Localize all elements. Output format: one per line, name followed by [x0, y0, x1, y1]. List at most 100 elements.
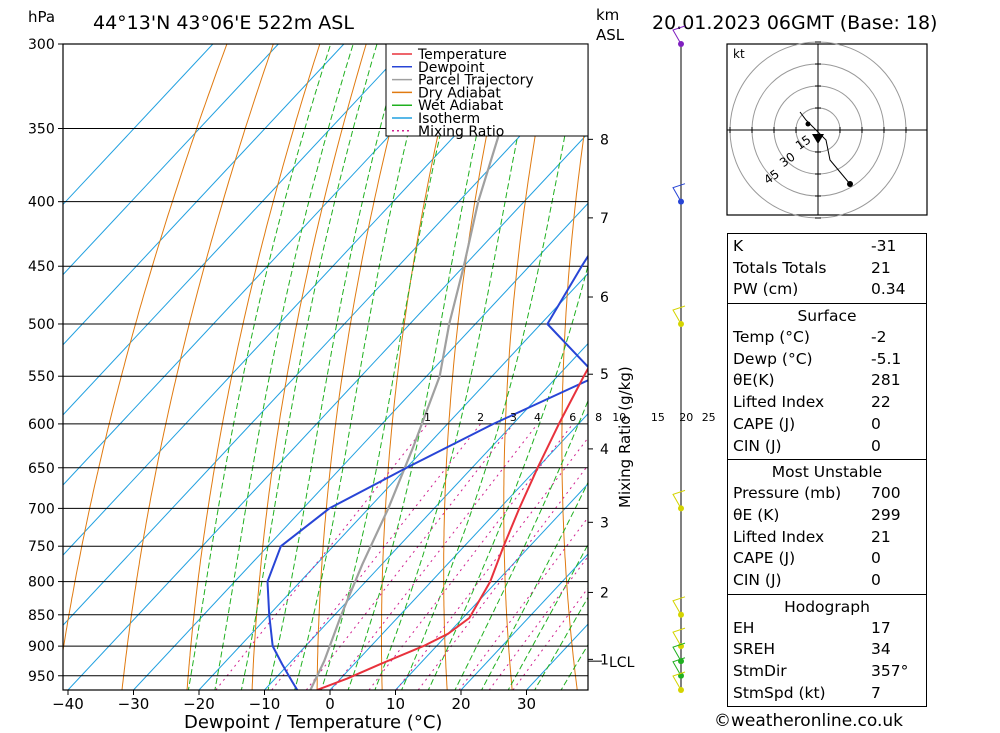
- wind-barb: [672, 642, 686, 662]
- stat-label: K: [733, 237, 744, 255]
- mixing-ratio-label: 8: [595, 411, 602, 424]
- stat-value: -31: [871, 237, 897, 255]
- height-unit-label: km: [596, 6, 619, 24]
- height-tick-label: 5: [600, 367, 609, 383]
- isotherm-line: [329, 413, 588, 690]
- stat-value: 7: [871, 683, 881, 702]
- height-unit-label-2: ASL: [596, 26, 625, 44]
- dry-adiabat-line: [561, 104, 588, 690]
- wind-barb: [672, 305, 686, 325]
- isotherm-line: [63, 44, 410, 416]
- temperature-tick-label: 20: [451, 695, 470, 713]
- wind-barb: [672, 627, 686, 647]
- temperature-tick-label: 30: [517, 695, 536, 713]
- stat-value: -2: [871, 328, 887, 347]
- stat-row: Lifted Index 22: [728, 392, 926, 414]
- most-unstable-box: Most Unstable Pressure (mb) 700 θE (K) 299 L…: [727, 459, 927, 595]
- isotherm-line: [67, 132, 588, 690]
- hodograph-point: [805, 121, 811, 127]
- stat-row: Dewp (°C) -5.1: [728, 349, 926, 371]
- stat-row: Totals Totals 21: [728, 258, 926, 280]
- dry-adiabat-line: [63, 44, 228, 654]
- isotherm-line: [460, 553, 588, 690]
- height-tick-label: 7: [600, 211, 609, 227]
- storm-motion-marker: [812, 134, 824, 144]
- height-tick-label: 6: [600, 290, 609, 306]
- pressure-tick-label: 600: [28, 417, 55, 433]
- mixing-ratio-line: [215, 423, 428, 690]
- mixing-ratio-label: 15: [651, 411, 665, 424]
- stat-label: CIN (J): [733, 436, 782, 455]
- height-tick-label: 2: [600, 585, 609, 601]
- mixing-ratio-label: 4: [534, 411, 541, 424]
- pressure-tick-label: 500: [28, 317, 55, 333]
- stat-label: CAPE (J): [733, 414, 796, 433]
- stat-row: Temp (°C) -2: [728, 327, 926, 349]
- pressure-unit-label: hPa: [28, 8, 55, 26]
- stat-value: 357°: [871, 662, 909, 680]
- isotherm-line: [264, 342, 588, 690]
- stat-row: PW (cm) 0.34: [728, 279, 926, 301]
- mixing-ratio-line: [271, 423, 481, 690]
- stat-row: StmSpd (kt) 7: [728, 683, 926, 705]
- hodograph-trace: [799, 111, 851, 185]
- lcl-label: LCL: [609, 655, 635, 671]
- hodograph-point: [847, 181, 853, 187]
- wind-barb: [672, 671, 686, 691]
- mixing-ratio-line: [396, 437, 588, 690]
- wet-adiabat-line: [240, 44, 378, 690]
- isotherm-line: [63, 44, 279, 276]
- stat-row: CIN (J) 0: [728, 570, 926, 592]
- wet-adiabat-line: [267, 44, 404, 690]
- temperature-tick-label: 10: [386, 695, 405, 713]
- stat-row: θE (K) 299: [728, 505, 926, 527]
- pressure-tick-label: 850: [28, 608, 55, 624]
- stat-row: K -31: [728, 236, 926, 258]
- legend-entry: Isotherm: [418, 111, 480, 127]
- wet-adiabat-line: [427, 263, 588, 690]
- isotherm-line: [133, 202, 588, 690]
- pressure-tick-label: 900: [28, 639, 55, 655]
- dry-adiabat-line: [970, 35, 1000, 690]
- dry-adiabat-line: [923, 35, 1000, 690]
- dry-adiabat-line: [186, 44, 321, 690]
- stat-row: CAPE (J) 0: [728, 414, 926, 436]
- stat-label: CAPE (J): [733, 549, 796, 568]
- wind-barb: [672, 25, 686, 45]
- stat-row: CAPE (J) 0: [728, 548, 926, 570]
- x-axis-title: Dewpoint / Temperature (°C): [184, 712, 442, 733]
- dry-adiabat-lines: [63, 35, 1000, 690]
- legend-entry: Dewpoint: [418, 60, 485, 76]
- mixing-ratio-line: [305, 423, 514, 690]
- mixing-ratio-label: 6: [569, 411, 576, 424]
- pressure-tick-label: 350: [28, 121, 55, 137]
- stat-value: 0: [871, 549, 881, 568]
- stat-value: 0: [871, 414, 881, 433]
- pressure-tick-label: 800: [28, 575, 55, 591]
- legend-entry: Dry Adiabat: [418, 85, 501, 101]
- stat-label: Totals Totals: [733, 258, 827, 277]
- surface-title: Surface: [797, 307, 857, 326]
- isotherm-line: [63, 62, 588, 626]
- mixing-ratio-axis-title: Mixing Ratio (g/kg): [616, 366, 634, 508]
- height-tick-label: 8: [600, 132, 609, 148]
- stat-row: StmDir 357°: [728, 661, 926, 683]
- pressure-tick-label: 550: [28, 369, 55, 385]
- stat-value: 281: [871, 371, 901, 390]
- datetime-title: 20.01.2023 06GMT (Base: 18): [652, 12, 937, 34]
- stat-label: Dewp (°C): [733, 349, 813, 368]
- copyright-text[interactable]: ©weatheronline.co.uk: [714, 711, 904, 731]
- wet-adiabat-line: [347, 44, 498, 690]
- wind-barb: [672, 596, 686, 616]
- dry-adiabat-line: [381, 44, 460, 690]
- dry-adiabat-line: [443, 44, 507, 690]
- pressure-tick-label: 750: [28, 539, 55, 555]
- hodograph-unit-label: kt: [733, 47, 745, 61]
- stat-label: Temp (°C): [733, 328, 810, 347]
- wet-adiabat-line: [401, 44, 584, 690]
- stat-label: StmSpd (kt): [733, 683, 826, 702]
- mixing-ratio-label: 1: [424, 411, 431, 424]
